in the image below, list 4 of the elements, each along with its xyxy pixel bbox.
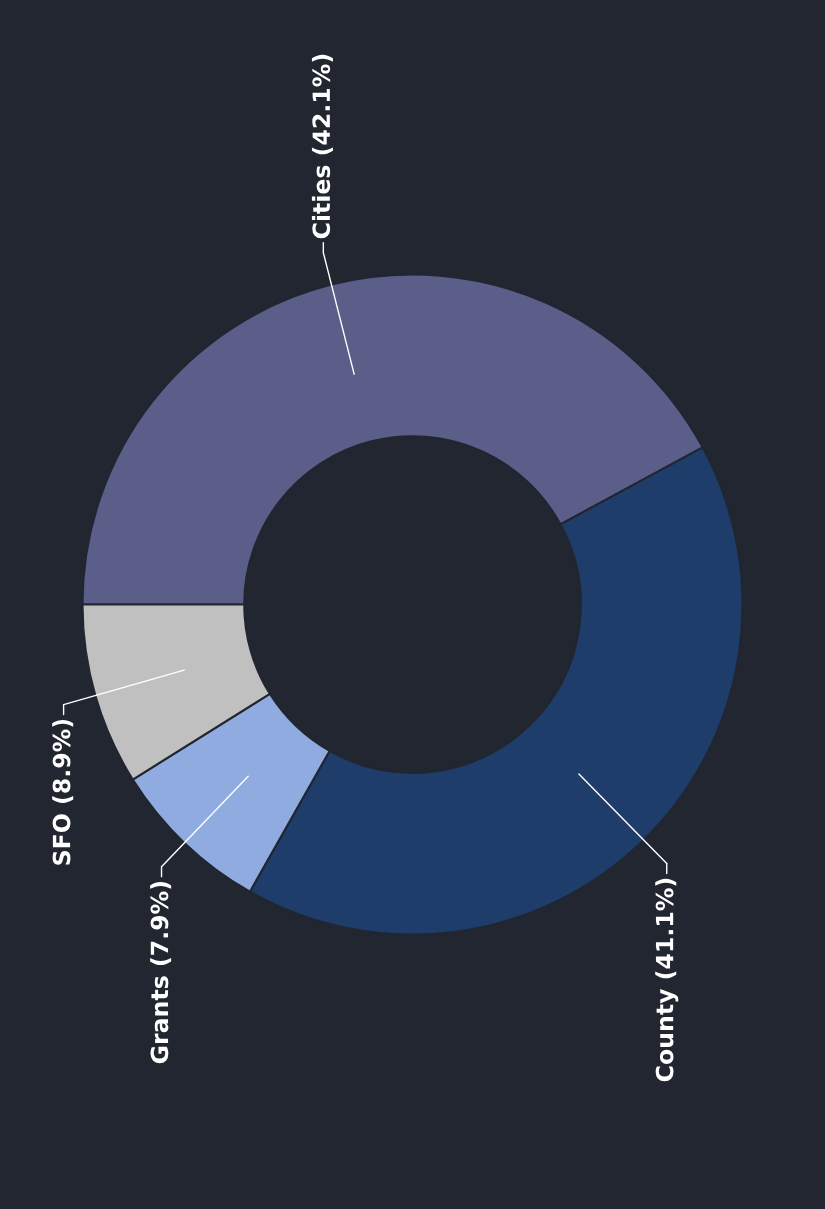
slice-label: SFO (8.9%) [52,719,74,865]
slice-label: Grants (7.9%) [150,881,172,1064]
slice-label: Cities (42.1%) [311,54,333,239]
slice-label: County (41.1%) [655,878,679,1082]
